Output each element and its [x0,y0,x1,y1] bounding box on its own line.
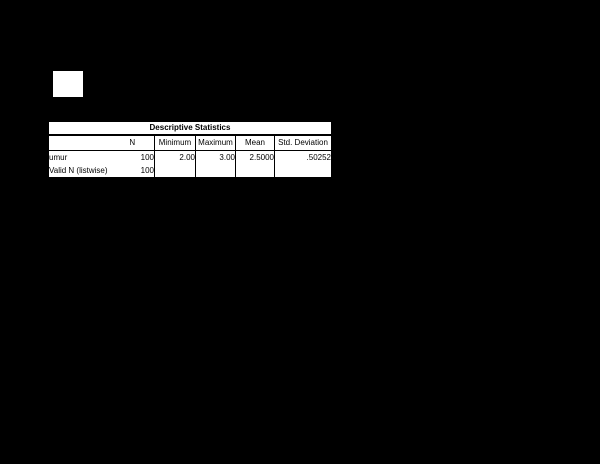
table-row-valid-n: Valid N (listwise) 100 [49,164,332,178]
valid-n-maximum-value [195,164,236,178]
table-title-row: Descriptive Statistics [48,121,332,136]
column-header-maximum: Maximum [195,135,236,151]
descriptive-statistics-table: Descriptive Statistics N Minimum Maximum… [48,121,332,179]
table-row-umur: umur 100 2.00 3.00 2.5000 .50252 [49,150,332,164]
umur-maximum-value: 3.00 [195,150,236,164]
table-title: Descriptive Statistics [48,121,332,136]
column-header-mean: Mean [235,135,275,151]
row-label-umur: umur [49,152,68,162]
umur-n-value: 100 [140,152,154,162]
umur-minimum-value: 2.00 [154,150,196,164]
row-label-valid-n: Valid N (listwise) [49,165,108,175]
blank-image-placeholder [53,71,83,97]
column-header-empty [48,135,111,151]
column-header-std-deviation: Std. Deviation [274,135,332,151]
table-header-row: N Minimum Maximum Mean Std. Deviation [48,135,332,151]
valid-n-minimum-value [154,164,196,178]
column-header-minimum: Minimum [154,135,196,151]
valid-n-mean-value [235,164,275,178]
valid-n-n-value: 100 [140,165,154,175]
valid-n-std-deviation-value [274,164,332,178]
umur-mean-value: 2.5000 [235,150,275,164]
umur-std-deviation-value: .50252 [274,150,332,164]
column-header-n: N [110,135,155,151]
